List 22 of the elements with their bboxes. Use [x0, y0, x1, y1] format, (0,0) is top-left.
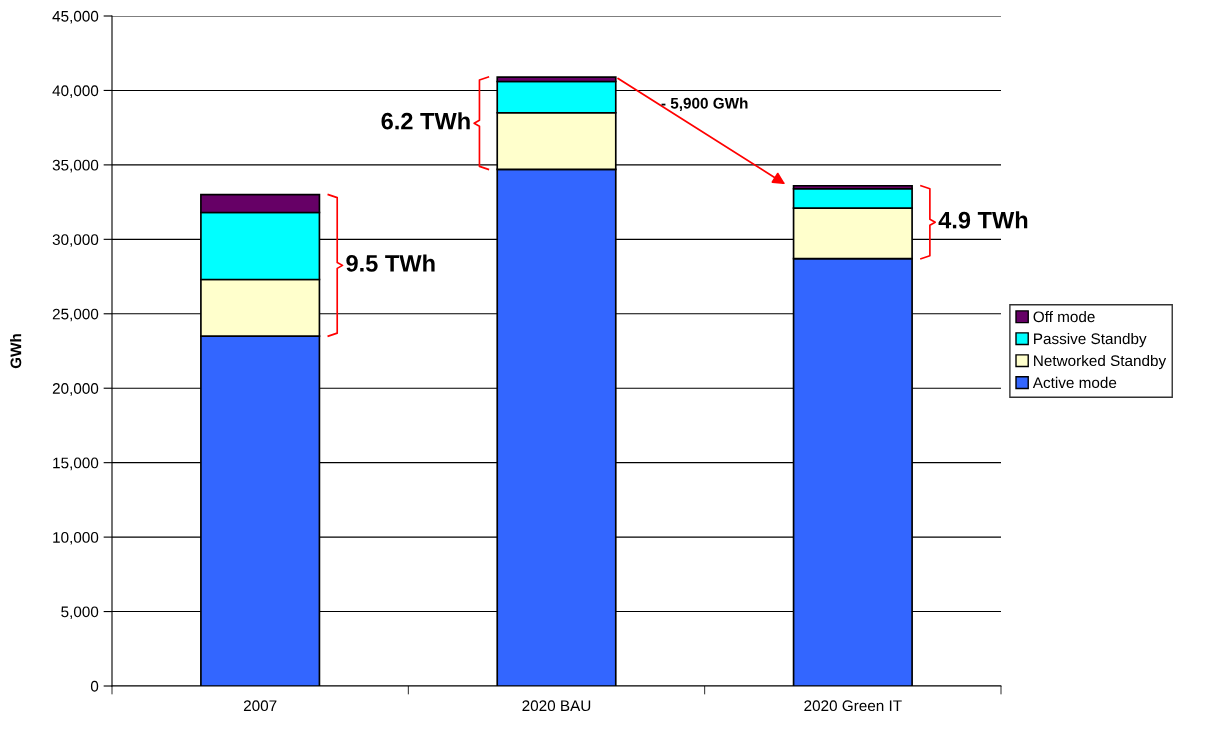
annotation: 6.2 TWh	[381, 112, 470, 130]
x-tick-label: 2007	[243, 700, 277, 712]
legend-label: Networked Standby	[1034, 354, 1167, 370]
y-axis-title: GWh	[10, 334, 22, 369]
legend-label: Active mode	[1032, 376, 1117, 389]
annotation: - 5,900 GWh	[661, 97, 748, 111]
x-tick-label: 2020 BAU	[522, 700, 591, 712]
legend-label: Passive Standby	[1034, 332, 1147, 348]
y-tick-label: 10,000	[53, 531, 99, 545]
y-tick-label: 15,000	[53, 457, 99, 471]
legend-label: Off mode	[1033, 310, 1095, 323]
y-tick-label: 25,000	[52, 308, 99, 322]
y-tick-label: 30,000	[52, 234, 99, 247]
annotation: 9.5 TWh	[346, 254, 435, 272]
y-tick-label: 5,000	[61, 606, 99, 620]
y-tick-label: 35,000	[52, 159, 99, 173]
y-tick-label: 45,000	[52, 10, 99, 24]
y-tick-label: 40,000	[52, 85, 99, 98]
x-tick-label: 2020 Green IT	[804, 700, 902, 712]
annotation: 4.9 TWh	[938, 211, 1028, 229]
y-tick-label: 0	[90, 680, 99, 692]
y-tick-label: 20,000	[52, 383, 99, 396]
